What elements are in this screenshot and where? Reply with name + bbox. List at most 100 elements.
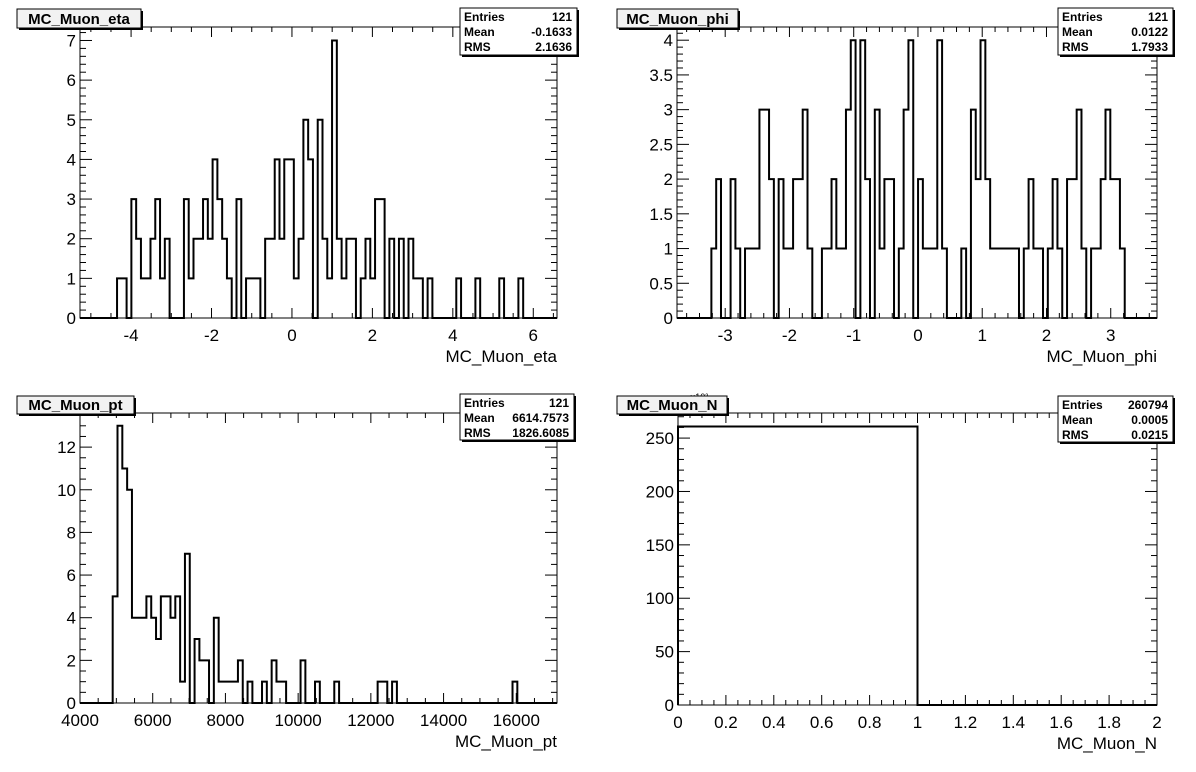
histogram-bin: [788, 249, 793, 318]
x-tick-label: 4: [448, 326, 457, 345]
histogram-bin: [222, 239, 227, 318]
title-box: [616, 8, 739, 29]
histogram-bin: [223, 682, 228, 703]
histogram-bin: [322, 239, 327, 318]
histogram-bin: [193, 239, 198, 318]
histogram-bin: [137, 618, 142, 703]
y-tick-label: 100: [646, 589, 674, 608]
histogram-bin: [798, 179, 803, 318]
y-tick-label: 0: [67, 309, 76, 328]
histogram-pad-MC_Muon_eta: -4 -2 0 2 4 6 0 1 2 3 4 5 6 7 MC_Muon_eta MC_Muon_eta En…: [16, 7, 579, 366]
histogram-bin: [937, 40, 942, 318]
x-tick-label: 1: [977, 326, 986, 345]
histogram-bin: [185, 554, 190, 703]
histogram-bin: [233, 682, 238, 703]
histogram-bin: [146, 596, 151, 703]
histogram-bin: [1106, 110, 1111, 318]
histogram-bin: [180, 682, 185, 703]
histogram-bin: [270, 239, 275, 318]
histogram-bin: [803, 110, 808, 318]
histogram-title: MC_Muon_phi: [626, 11, 729, 28]
stats-value: 2.1636: [535, 40, 572, 54]
histogram-pad-MC_Muon_pt: 4000 6000 8000 10000 12000 14000 16000 0 2 4 6 8 10 1…: [16, 393, 576, 751]
histogram-bin: [332, 40, 337, 318]
y-tick-label: 2: [67, 651, 76, 670]
histogram-bin: [418, 278, 423, 318]
x-tick-label: 1.8: [1097, 713, 1121, 732]
histogram-bin: [875, 110, 880, 318]
histogram-bin: [204, 660, 209, 703]
histogram-bin: [759, 110, 764, 318]
x-tick-label: 6: [529, 326, 538, 345]
histogram-bin: [117, 278, 122, 318]
histogram-bin: [428, 278, 433, 318]
histogram-bin: [276, 682, 281, 703]
histogram-bin: [160, 278, 165, 318]
histogram-bin: [151, 618, 156, 703]
histogram-bin: [175, 596, 180, 703]
histogram-bin: [1014, 249, 1019, 318]
histogram-bin: [1009, 249, 1014, 318]
y-tick-label: 50: [655, 643, 674, 662]
histogram-bin: [208, 239, 213, 318]
histogram-bin: [366, 239, 371, 318]
histogram-bin: [783, 249, 788, 318]
histogram-bin: [711, 249, 716, 318]
histogram-bin: [1067, 179, 1072, 318]
histogram-bin: [256, 278, 261, 318]
histogram-bin: [1029, 179, 1034, 318]
histogram-bin: [456, 278, 461, 318]
histogram-line: [677, 39, 1157, 319]
stats-value: 0.0215: [1131, 428, 1168, 442]
histogram-bin: [382, 682, 387, 703]
x-tick-label: 2: [368, 326, 377, 345]
histogram-bin: [170, 618, 175, 703]
stats-value: 121: [1148, 10, 1168, 24]
y-tick-label: 2: [67, 230, 76, 249]
histogram-bin: [884, 179, 889, 318]
histogram-bin: [475, 278, 480, 318]
histogram-bin: [1033, 249, 1038, 318]
histogram-bin: [142, 618, 147, 703]
histogram-bin: [184, 199, 189, 318]
histogram-pad-MC_Muon_N: 0 0.2 0.4 0.6 0.8 1 1.2 1.4 1.6 1.8 2 0 50 100 150 200 2…: [616, 392, 1175, 753]
histogram-bin: [971, 110, 976, 318]
histogram-bin: [262, 682, 267, 703]
histogram-bin: [995, 249, 1000, 318]
x-tick-label: 1: [913, 713, 922, 732]
x-tick-label: 0: [913, 326, 922, 345]
histogram-bin: [131, 199, 136, 318]
histogram-bin: [1091, 249, 1096, 318]
histogram-bin: [499, 278, 504, 318]
stats-box: [459, 7, 578, 56]
histogram-bin: [731, 179, 736, 318]
stats-label: Entries: [464, 396, 505, 410]
histogram-bin: [985, 179, 990, 318]
histogram-bin: [1120, 249, 1125, 318]
histogram-bin: [942, 249, 947, 318]
stats-value: 1.7933: [1131, 40, 1168, 54]
histogram-bin: [827, 249, 832, 318]
histogram-bin: [303, 120, 308, 318]
x-tick-label: 12000: [347, 711, 394, 730]
histogram-bin: [808, 249, 813, 318]
y-tick-label: 3.5: [649, 66, 673, 85]
histogram-bin: [846, 110, 851, 318]
histogram-bin: [923, 249, 928, 318]
histogram-bin: [1110, 179, 1115, 318]
histogram-bin: [275, 159, 280, 318]
histogram-bin: [399, 239, 404, 318]
histogram-bin: [378, 682, 383, 703]
histogram-bin: [1005, 249, 1010, 318]
stats-value: 121: [552, 10, 572, 24]
stats-label: Mean: [464, 25, 495, 39]
x-tick-label: 0.2: [714, 713, 738, 732]
x-tick-label: 2: [1152, 713, 1161, 732]
histogram-bin: [380, 199, 385, 318]
x-axis-title: MC_Muon_phi: [1046, 347, 1157, 366]
histogram-bin: [678, 427, 918, 705]
histogram-bin: [990, 249, 995, 318]
stats-value: 1826.6085: [512, 426, 569, 440]
stats-value: 6614.7573: [512, 411, 569, 425]
histogram-bin: [156, 639, 161, 703]
